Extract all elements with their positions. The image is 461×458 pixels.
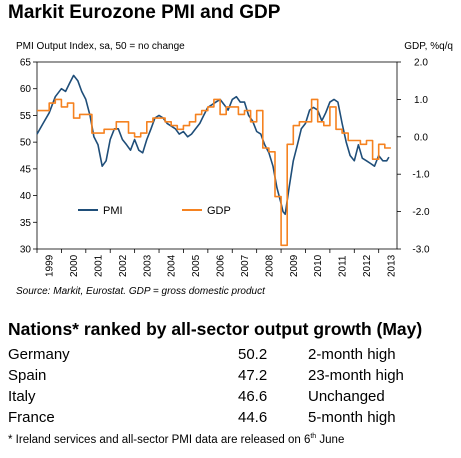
trend-note: Unchanged xyxy=(308,388,385,405)
country-name: Germany xyxy=(8,346,70,363)
left-tick-label: 35 xyxy=(20,218,32,229)
left-tick-label: 30 xyxy=(20,245,32,256)
footnote-text: * Ireland services and all-sector PMI da… xyxy=(8,433,311,446)
plot-frame xyxy=(36,61,398,250)
right-tick-label: 2.0 xyxy=(414,58,428,69)
x-tick-label: 2007 xyxy=(240,254,251,277)
x-tick-label: 2011 xyxy=(338,255,349,277)
right-tick-label: -2.0 xyxy=(412,207,430,218)
footnote-superscript: th xyxy=(310,433,317,440)
right-tick-label: -3.0 xyxy=(412,245,430,256)
pmi-value: 47.2 xyxy=(238,367,268,384)
footnote: * Ireland services and all-sector PMI da… xyxy=(8,433,344,446)
legend-label-gdp: GDP xyxy=(207,205,231,217)
x-tick-label: 2002 xyxy=(118,254,129,277)
x-tick-label: 1999 xyxy=(45,254,56,277)
x-tick-label: 2000 xyxy=(69,254,80,277)
x-tick-label: 2013 xyxy=(386,254,397,277)
left-axis-label: PMI Output Index, sa, 50 = no change xyxy=(16,41,185,52)
right-tick-label: 1.0 xyxy=(414,95,428,106)
x-tick-label: 2012 xyxy=(362,254,373,277)
table-title: Nations* ranked by all-sector output gro… xyxy=(8,319,423,339)
left-tick-label: 50 xyxy=(20,138,32,149)
x-tick-label: 2010 xyxy=(313,254,324,277)
right-tick-label: -1.0 xyxy=(412,170,430,181)
country-name: Italy xyxy=(8,388,36,405)
pmi-line xyxy=(36,74,390,216)
left-tick-label: 60 xyxy=(20,84,32,95)
right-tick-label: 0.0 xyxy=(414,132,428,143)
x-tick-label: 2006 xyxy=(216,254,227,277)
country-name: Spain xyxy=(8,367,47,384)
pmi-gdp-chart: 30 35 40 45 50 55 60 65 -3.0 -2.0 -1.0 0.0 1.0 2.0 199… xyxy=(20,58,430,278)
trend-note: 2-month high xyxy=(308,346,396,363)
pmi-value: 44.6 xyxy=(238,409,268,426)
footnote-tail: June xyxy=(316,433,345,446)
trend-note: 5-month high xyxy=(308,409,396,426)
gdp-line xyxy=(37,98,391,247)
country-name: France xyxy=(8,409,55,426)
pmi-value: 50.2 xyxy=(238,346,268,363)
left-tick-label: 40 xyxy=(20,191,32,202)
x-tick-label: 2004 xyxy=(167,254,178,277)
left-tick-label: 55 xyxy=(20,111,32,122)
x-tick-label: 2009 xyxy=(289,254,300,277)
trend-note: 23-month high xyxy=(308,367,404,384)
legend-label-pmi: PMI xyxy=(103,205,123,217)
chart-title: Markit Eurozone PMI and GDP xyxy=(8,2,281,23)
right-axis-label: GDP, %q/q xyxy=(404,41,453,52)
pmi-value: 46.6 xyxy=(238,388,268,405)
x-tick-label: 2001 xyxy=(94,254,105,277)
x-tick-label: 2005 xyxy=(191,254,202,277)
left-tick-label: 45 xyxy=(20,164,32,175)
x-tick-label: 2008 xyxy=(264,254,275,277)
source-note: Source: Markit, Eurostat. GDP = gross do… xyxy=(16,286,265,297)
left-tick-label: 65 xyxy=(20,58,32,69)
x-tick-label: 2003 xyxy=(142,254,153,277)
